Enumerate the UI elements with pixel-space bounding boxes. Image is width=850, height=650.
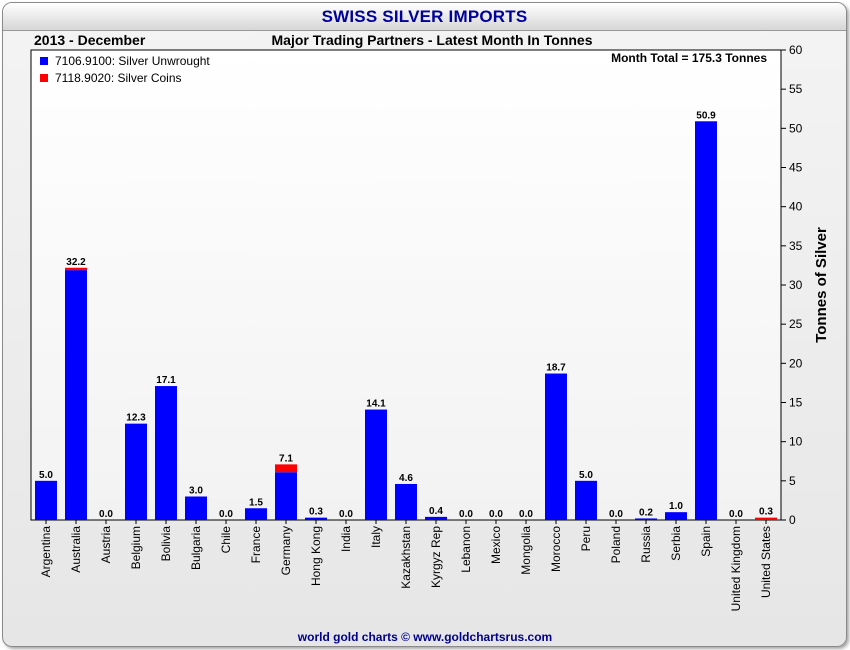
bar-unwrought-kyrgyz-rep <box>425 516 447 520</box>
bar-unwrought-spain <box>695 121 717 520</box>
data-label: 50.9 <box>696 110 716 121</box>
data-label: 5.0 <box>579 470 593 481</box>
legend: 7106.9100: Silver Unwrought 7118.9020: S… <box>40 54 210 85</box>
data-label: 5.0 <box>39 470 53 481</box>
bar-unwrought-kazakhstan <box>395 483 417 520</box>
bar-unwrought-bolivia <box>155 386 177 520</box>
chart-subtitle: Major Trading Partners - Latest Month In… <box>272 32 593 48</box>
x-tick-label: Spain <box>699 526 713 557</box>
y-tick-label: 60 <box>789 43 803 57</box>
chart-title: SWISS SILVER IMPORTS <box>321 7 528 26</box>
data-label: 0.0 <box>489 509 503 520</box>
y-tick-label: 20 <box>789 356 803 370</box>
legend-label-coins: 7118.9020: Silver Coins <box>55 71 182 85</box>
legend-swatch-unwrought <box>40 57 48 65</box>
x-tick-label: Lebanon <box>459 526 473 573</box>
bar-unwrought-germany <box>275 472 297 520</box>
data-label: 0.0 <box>519 509 533 520</box>
x-tick-label: Serbia <box>669 526 683 561</box>
x-tick-label: United Kingdom <box>729 526 743 611</box>
y-tick-label: 15 <box>789 396 803 410</box>
data-label: 0.3 <box>759 507 773 518</box>
x-tick-label: Mexico <box>489 526 503 564</box>
y-axis-title: Tonnes of Silver <box>813 227 830 343</box>
x-tick-label: Poland <box>609 526 623 563</box>
y-tick-label: 45 <box>789 161 803 175</box>
data-label: 12.3 <box>126 413 146 424</box>
x-tick-label: Mongolia <box>519 526 533 575</box>
x-tick-label: Australia <box>69 526 83 573</box>
x-tick-label: Bolivia <box>159 526 173 562</box>
x-tick-label: Peru <box>579 526 593 551</box>
y-tick-label: 0 <box>789 513 796 527</box>
data-label: 14.1 <box>366 399 386 410</box>
x-tick-label: Chile <box>219 526 233 554</box>
data-label: 0.0 <box>99 509 113 520</box>
y-tick-label: 10 <box>789 435 803 449</box>
bar-coins-australia <box>65 267 87 271</box>
bars-group <box>35 121 777 520</box>
data-label: 18.7 <box>546 363 566 374</box>
y-tick-label: 25 <box>789 317 803 331</box>
data-label: 0.0 <box>729 509 743 520</box>
bar-unwrought-bulgaria <box>185 496 207 520</box>
y-tick-label: 35 <box>789 239 803 253</box>
bar-unwrought-morocco <box>545 373 567 520</box>
x-tick-label: Morocco <box>549 526 563 572</box>
y-axis: 0 5 10 15 20 25 30 35 40 45 50 55 60 <box>781 43 803 527</box>
x-tick-label: France <box>249 526 263 564</box>
data-label: 1.5 <box>249 497 263 508</box>
data-label: 17.1 <box>156 375 176 386</box>
bar-coins-united-states <box>755 517 777 520</box>
x-axis: Argentina Australia Austria Belgium Bolivia B… <box>39 520 773 611</box>
y-tick-label: 30 <box>789 278 803 292</box>
data-label: 0.3 <box>309 507 323 518</box>
bar-unwrought-russia <box>635 518 657 520</box>
x-tick-label: Germany <box>279 526 293 575</box>
y-tick-label: 55 <box>789 82 803 96</box>
data-label: 0.2 <box>639 507 653 518</box>
data-label: 7.1 <box>279 453 293 464</box>
date-label: 2013 - December <box>34 32 146 48</box>
bar-unwrought-argentina <box>35 480 57 520</box>
data-label: 4.6 <box>399 473 413 484</box>
x-tick-label: Bulgaria <box>189 526 203 570</box>
x-tick-label: Russia <box>639 526 653 563</box>
x-tick-label: Austria <box>99 526 113 564</box>
x-tick-label: Italy <box>369 526 383 548</box>
data-label: 0.4 <box>429 506 443 517</box>
data-labels-group: 5.0 32.2 0.0 12.3 17.1 3.0 0.0 1.5 7.1 0.3 0.0 14.1… <box>39 110 773 520</box>
data-label: 32.2 <box>66 257 86 268</box>
data-label: 3.0 <box>189 486 203 497</box>
footer-credit: world gold charts © www.goldchartsrus.co… <box>297 630 553 644</box>
data-label: 0.0 <box>609 509 623 520</box>
bar-coins-germany <box>275 464 297 473</box>
data-label: 0.0 <box>219 509 233 520</box>
x-tick-label: United States <box>759 526 773 598</box>
x-tick-label: Kyrgyz Rep <box>429 526 443 588</box>
bar-unwrought-belgium <box>125 423 147 520</box>
x-tick-label: Belgium <box>129 526 143 569</box>
x-tick-label: Hong Kong <box>309 526 323 586</box>
data-label: 1.0 <box>669 501 683 512</box>
bar-unwrought-france <box>245 508 267 520</box>
bar-unwrought-italy <box>365 409 387 520</box>
data-label: 0.0 <box>459 509 473 520</box>
x-tick-label: Argentina <box>39 526 53 578</box>
legend-label-unwrought: 7106.9100: Silver Unwrought <box>55 54 210 68</box>
x-tick-label: India <box>339 526 353 552</box>
y-tick-label: 5 <box>789 474 796 488</box>
data-label: 0.0 <box>339 509 353 520</box>
bar-unwrought-australia <box>65 270 87 520</box>
bar-unwrought-peru <box>575 480 597 520</box>
title-bar: SWISS SILVER IMPORTS <box>3 3 846 31</box>
x-tick-label: Kazakhstan <box>399 526 413 589</box>
bar-unwrought-serbia <box>665 512 687 520</box>
bar-unwrought-hong-kong <box>305 517 327 520</box>
legend-swatch-coins <box>40 74 48 82</box>
y-tick-label: 40 <box>789 200 803 214</box>
month-total: Month Total = 175.3 Tonnes <box>611 51 767 65</box>
y-tick-label: 50 <box>789 121 803 135</box>
